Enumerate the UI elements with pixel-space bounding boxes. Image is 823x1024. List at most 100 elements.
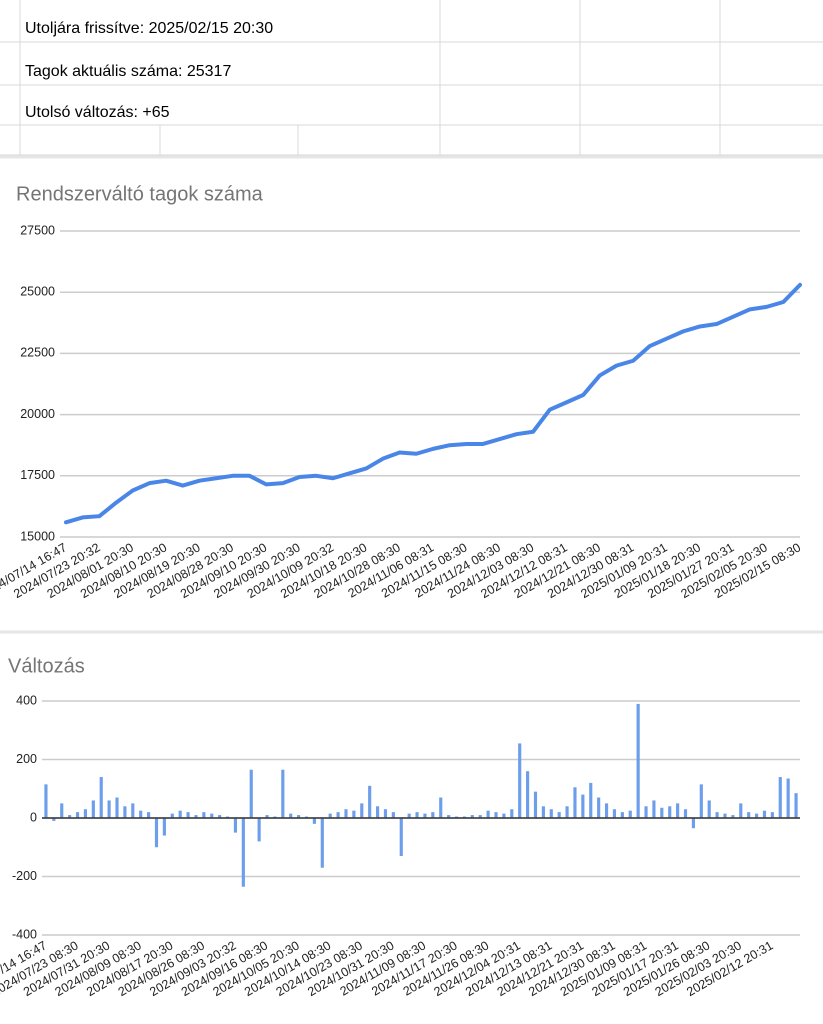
bar — [699, 784, 703, 818]
bar — [439, 797, 443, 818]
bar — [447, 815, 451, 818]
bar — [762, 810, 767, 818]
bar — [731, 815, 735, 818]
bar — [628, 810, 632, 818]
bar — [660, 807, 664, 818]
bar — [202, 812, 206, 818]
bar — [154, 818, 159, 848]
bar — [312, 818, 316, 824]
bar — [170, 813, 174, 818]
y-tick-label: 17500 — [20, 468, 55, 482]
bar — [754, 813, 759, 818]
bar — [407, 813, 411, 818]
bar — [644, 806, 648, 818]
bar — [549, 809, 553, 818]
bar — [249, 769, 253, 818]
bar — [162, 818, 166, 836]
bar — [715, 812, 719, 818]
bar — [360, 803, 364, 818]
y-tick-label: 25000 — [20, 284, 55, 298]
bar — [478, 815, 482, 818]
bar — [636, 703, 640, 818]
sheet-cell[interactable]: Utoljára frissítve: 2025/02/15 20:30 — [25, 20, 273, 37]
bar — [707, 800, 711, 818]
bar — [747, 812, 751, 818]
bar — [241, 818, 245, 887]
bar — [778, 777, 782, 818]
bar — [557, 812, 561, 818]
bar — [281, 769, 285, 818]
y-tick-label: -200 — [12, 869, 37, 883]
bar — [178, 810, 182, 818]
bar — [123, 806, 127, 818]
bar — [391, 812, 395, 818]
sheet-grid — [0, 0, 823, 634]
bar — [526, 771, 530, 818]
bar — [541, 806, 545, 818]
bar — [257, 818, 261, 842]
bar — [375, 806, 380, 818]
bar — [786, 778, 790, 818]
bar — [297, 815, 301, 818]
bar — [289, 813, 293, 818]
bar — [502, 813, 506, 818]
bar — [99, 777, 103, 818]
bar — [328, 813, 332, 818]
bar — [573, 787, 577, 818]
bar — [352, 810, 356, 818]
bar — [612, 809, 617, 818]
bar — [518, 743, 522, 818]
bar — [676, 803, 680, 818]
bar — [233, 818, 238, 833]
bar — [218, 815, 222, 818]
bar — [83, 809, 88, 818]
bar — [265, 815, 269, 818]
bar — [683, 809, 688, 818]
bar — [336, 812, 340, 818]
bar — [431, 812, 435, 818]
y-tick-label: 400 — [16, 693, 37, 707]
y-tick-label: 20000 — [20, 407, 55, 421]
y-tick-label: 22500 — [20, 346, 55, 360]
bar — [739, 803, 743, 818]
chart-title: Változás — [8, 655, 85, 677]
bar — [565, 806, 569, 818]
bar — [186, 812, 190, 818]
y-tick-label: 27500 — [20, 223, 55, 237]
bar — [533, 791, 538, 818]
bar — [320, 818, 324, 868]
bar — [415, 812, 419, 818]
bar — [75, 812, 80, 818]
bar — [131, 803, 135, 818]
bar — [368, 785, 372, 818]
bar — [510, 809, 514, 818]
y-tick-label: 15000 — [20, 529, 55, 543]
bar — [597, 797, 601, 818]
sheet-cell[interactable]: Tagok aktuális száma: 25317 — [25, 63, 231, 80]
bar — [91, 800, 95, 818]
bar — [44, 784, 48, 818]
bar — [344, 809, 348, 818]
bar — [581, 794, 585, 818]
bar — [770, 812, 774, 818]
bar — [604, 803, 609, 818]
bar — [589, 782, 593, 818]
bar — [147, 812, 151, 818]
bar — [486, 810, 490, 818]
y-tick-label: 0 — [30, 810, 37, 824]
chart-title: Rendszerváltó tagok száma — [16, 183, 264, 205]
bar — [620, 812, 624, 818]
bar — [652, 800, 656, 818]
bar — [494, 812, 498, 818]
data-line — [64, 282, 802, 525]
bar — [139, 810, 143, 818]
bar — [423, 813, 427, 818]
bar — [691, 818, 695, 829]
bar — [194, 815, 198, 818]
bar — [52, 818, 56, 821]
bar — [210, 813, 214, 818]
bar — [399, 818, 403, 857]
bar — [68, 815, 72, 818]
sheet-cell[interactable]: Utolsó változás: +65 — [25, 104, 170, 121]
